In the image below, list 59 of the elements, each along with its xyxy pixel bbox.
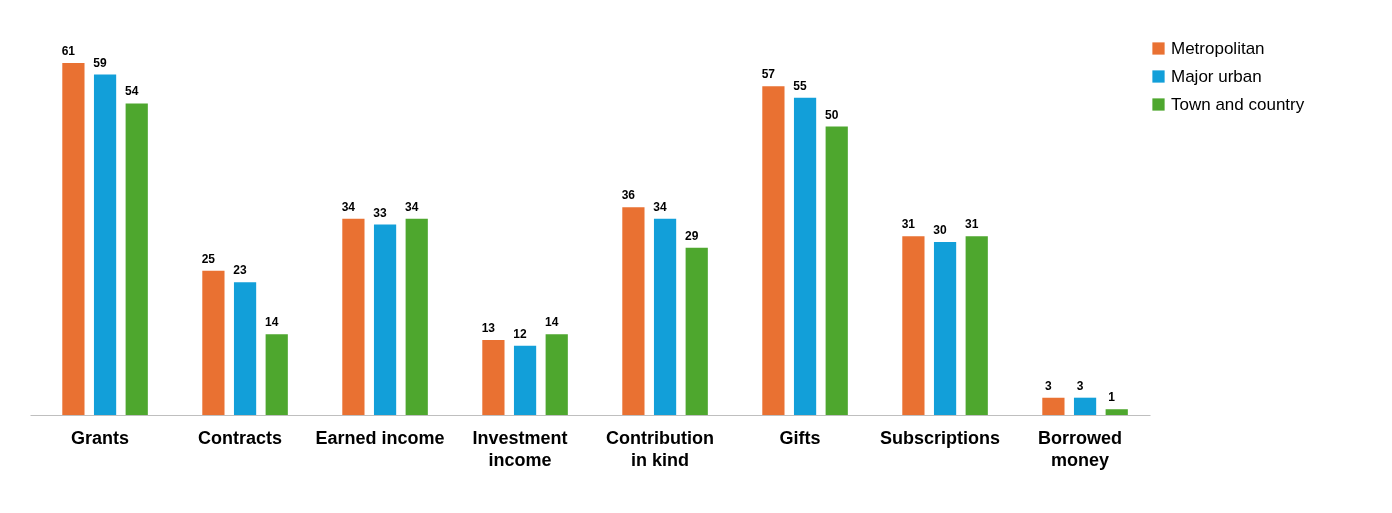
data-label: 3 (1045, 378, 1052, 393)
data-label: 34 (341, 199, 356, 214)
bar (93, 74, 117, 415)
data-label: 23 (233, 263, 247, 278)
bar (265, 334, 288, 415)
data-label: 29 (684, 228, 699, 243)
bar (762, 86, 785, 415)
data-label: 30 (933, 222, 947, 237)
data-label: 31 (901, 217, 916, 232)
data-label: 14 (544, 315, 559, 330)
x-tick-label: Investment income (472, 427, 568, 470)
x-tick-label: Earned income (315, 427, 445, 448)
bar (1042, 397, 1065, 415)
data-label: 31 (964, 217, 979, 232)
bar (125, 103, 148, 415)
bar (933, 241, 957, 415)
bar (965, 236, 988, 415)
bar (62, 63, 85, 415)
data-label: 61 (61, 44, 76, 59)
x-tick-label: Borrowed money (1037, 427, 1123, 470)
data-label: 25 (201, 251, 216, 266)
data-label: 36 (621, 188, 636, 203)
data-label: 13 (481, 321, 496, 335)
data-label: 34 (404, 199, 419, 214)
bar (342, 218, 365, 415)
legend-label: Town and country (1171, 94, 1305, 114)
x-tick-label: Gifts (779, 427, 821, 448)
x-tick-label: Subscriptions (879, 427, 1001, 448)
data-label: 50 (824, 107, 839, 122)
data-label: 55 (793, 78, 807, 93)
x-tick-label: Contribution in kind (606, 427, 714, 470)
bar (685, 247, 708, 415)
data-label: 1 (1108, 390, 1116, 405)
bar (622, 207, 645, 415)
bar (1073, 397, 1097, 415)
data-label: 34 (653, 199, 667, 214)
bar (482, 340, 505, 415)
data-label: 57 (761, 67, 776, 82)
data-label: 59 (93, 55, 107, 70)
bar (545, 334, 568, 415)
legend-label: Metropolitan (1171, 38, 1265, 58)
bar (902, 236, 925, 415)
bar (373, 224, 397, 415)
legend-label: Major urban (1171, 66, 1262, 86)
bar (233, 282, 257, 415)
bar (405, 218, 428, 415)
data-label: 12 (513, 326, 527, 341)
bar (793, 97, 817, 415)
data-label: 54 (124, 84, 139, 99)
bar (653, 218, 677, 415)
bar (202, 270, 225, 415)
bar (1105, 409, 1128, 415)
data-label: 14 (264, 315, 279, 330)
data-label: 3 (1076, 378, 1084, 393)
x-tick-label: Contracts (197, 427, 283, 448)
bar (513, 345, 537, 415)
data-label: 33 (373, 205, 387, 220)
bar (825, 126, 848, 415)
x-tick-label: Grants (70, 427, 130, 448)
